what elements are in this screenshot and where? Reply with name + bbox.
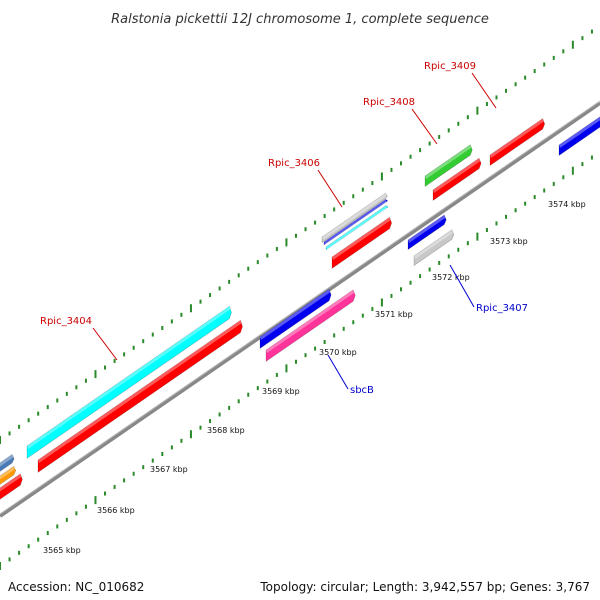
gene-label-rpic-3406[interactable]: Rpic_3406 <box>268 158 320 169</box>
tick-label: 3570 kbp <box>319 348 357 357</box>
label-leader-lines <box>92 72 497 390</box>
gene-label-rpic-3409[interactable]: Rpic_3409 <box>424 61 476 72</box>
gene-rpic-3404-shine <box>27 306 231 449</box>
gene-partial-red-shine <box>0 473 22 492</box>
gene-red-3404-lower <box>37 319 243 473</box>
outer-tick-track <box>0 29 593 444</box>
gene-blue-3570-shine <box>260 289 331 340</box>
gene-blue-3570 <box>259 288 332 349</box>
gene-rpic-3406-grey <box>321 192 388 244</box>
gene-blue-3407 <box>407 214 447 251</box>
gene-sbcb <box>265 289 356 362</box>
gene-rpic-3408-shine <box>425 144 472 179</box>
tick-label: 3571 kbp <box>375 310 413 319</box>
gene-rpic-3408 <box>424 144 473 188</box>
tick-label: 3574 kbp <box>548 200 586 209</box>
gene-rpic-3404 <box>26 305 232 459</box>
gene-labels: Rpic_3404 Rpic_3406 Rpic_3408 Rpic_3409 … <box>40 61 528 396</box>
tick-label: 3566 kbp <box>97 506 135 515</box>
gene-label-sbcb[interactable]: sbcB <box>350 385 374 396</box>
gene-partial-orange <box>0 465 17 485</box>
gene-blue-right-edge <box>558 116 600 157</box>
tick-label: 3567 kbp <box>150 465 188 474</box>
gene-label-rpic-3404[interactable]: Rpic_3404 <box>40 316 92 327</box>
gene-red-3404-lower-shine <box>38 320 242 463</box>
leader-rpic-3408 <box>411 108 438 145</box>
leader-rpic-3407 <box>449 264 475 308</box>
gene-rpic-3409 <box>489 118 545 167</box>
tick-label: 3568 kbp <box>207 426 245 435</box>
gene-partial-steelblue <box>0 454 15 472</box>
gene-partial-steelblue-shine <box>0 454 14 467</box>
leader-sbcb <box>327 354 349 390</box>
gene-sbcb-shine <box>266 289 355 353</box>
gene-features <box>0 116 600 500</box>
tick-label: 3572 kbp <box>432 273 470 282</box>
gene-red-3408-lower <box>432 157 482 202</box>
map-title: Ralstonia pickettii 12J chromosome 1, co… <box>111 12 489 27</box>
gene-red-3408-lower-shine <box>433 158 481 193</box>
gene-partial-orange-shine <box>0 466 15 480</box>
gene-rpic-3406-cyan <box>325 205 389 251</box>
gene-blue-3407-shine <box>408 215 446 243</box>
gene-rpic-3406-grey-shine <box>322 193 387 240</box>
position-tick-labels: 3565 kbp 3566 kbp 3567 kbp 3568 kbp 3569… <box>43 200 586 555</box>
gene-label-rpic-3407[interactable]: Rpic_3407 <box>476 303 528 314</box>
inner-tick-track <box>0 155 593 570</box>
leader-rpic-3404 <box>92 327 118 361</box>
accession-text: Accession: NC_010682 <box>8 580 145 594</box>
gene-label-rpic-3408[interactable]: Rpic_3408 <box>363 97 415 108</box>
gene-rpic-3409-shine <box>490 118 544 158</box>
gene-rpic-3406-blue <box>323 199 389 246</box>
leader-rpic-3406 <box>317 169 343 208</box>
tick-label: 3565 kbp <box>43 546 81 555</box>
gene-partial-red <box>0 473 23 500</box>
backbone-highlight <box>0 100 600 515</box>
tick-label: 3573 kbp <box>490 237 528 246</box>
gene-red-3406-lower <box>331 216 392 269</box>
gene-rpic-3406-blue-shine <box>324 199 387 245</box>
topology-summary: Topology: circular; Length: 3,942,557 bp… <box>260 580 590 594</box>
gene-rpic-3407 <box>413 229 455 267</box>
gene-rpic-3406-cyan-shine <box>326 205 388 250</box>
leader-rpic-3409 <box>471 72 497 109</box>
gene-red-3406-lower-shine <box>332 217 391 260</box>
gene-blue-right-edge-shine <box>559 116 600 148</box>
tick-label: 3569 kbp <box>262 387 300 396</box>
gene-rpic-3407-shine <box>414 229 453 259</box>
